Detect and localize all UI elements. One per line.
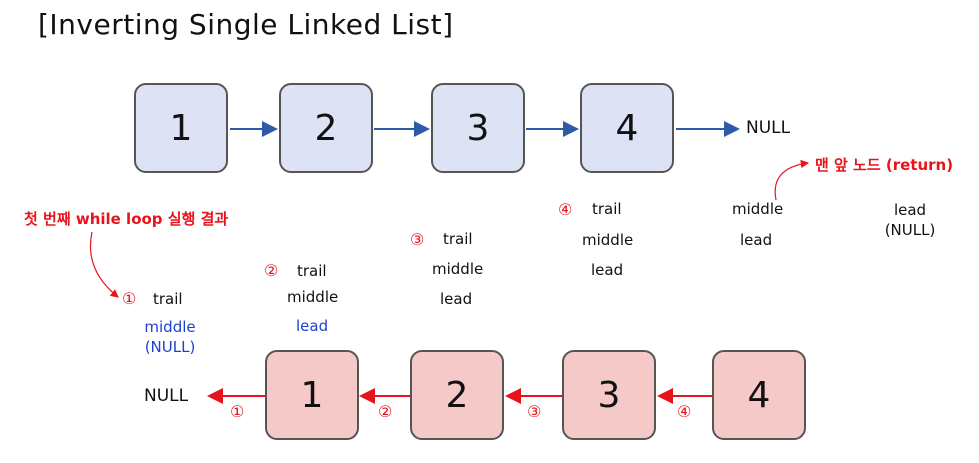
bottom-step-3-marker: ③ [527, 402, 542, 421]
step-2-trail: trail [297, 262, 327, 280]
bottom-node-3: 3 [562, 350, 656, 440]
top-node-2: 2 [279, 83, 373, 173]
bottom-step-2-marker: ② [378, 402, 393, 421]
step-3-marker: ③ [410, 230, 425, 249]
return-annotation: 맨 앞 노드 (return) [815, 156, 954, 174]
final-lead-end: lead [893, 201, 927, 219]
step-3-lead: lead [440, 290, 473, 308]
top-node-3: 3 [431, 83, 525, 173]
step-2-middle: middle [287, 288, 339, 306]
step-4-trail: trail [592, 200, 622, 218]
bottom-node-2: 2 [410, 350, 504, 440]
step-4-middle: middle [582, 231, 634, 249]
bottom-step-1-marker: ① [230, 402, 245, 421]
final-lead: lead [740, 231, 773, 249]
top-null-label: NULL [746, 118, 791, 138]
top-node-4: 4 [580, 83, 674, 173]
final-middle: middle [732, 200, 784, 218]
step-3-middle: middle [432, 260, 484, 278]
step-1-middle-null: (NULL) [144, 338, 196, 356]
step-1-marker: ① [122, 289, 137, 308]
bottom-null-label: NULL [144, 386, 189, 406]
bottom-node-1: 1 [265, 350, 359, 440]
top-node-1: 1 [134, 83, 228, 173]
bottom-node-4: 4 [712, 350, 806, 440]
first-loop-curve [89, 231, 119, 298]
final-lead-end-null: (NULL) [884, 221, 936, 239]
step-1-middle: middle [144, 318, 196, 336]
page-title: [Inverting Single Linked List] [38, 8, 454, 41]
step-1-trail: trail [153, 290, 183, 308]
step-3-trail: trail [443, 230, 473, 248]
return-curve [774, 159, 810, 201]
step-4-lead: lead [591, 261, 624, 279]
first-loop-annotation: 첫 번째 while loop 실행 결과 [24, 210, 229, 228]
step-4-marker: ④ [558, 200, 573, 219]
step-2-lead: lead [296, 317, 329, 335]
bottom-step-4-marker: ④ [677, 402, 692, 421]
step-2-marker: ② [264, 261, 279, 280]
